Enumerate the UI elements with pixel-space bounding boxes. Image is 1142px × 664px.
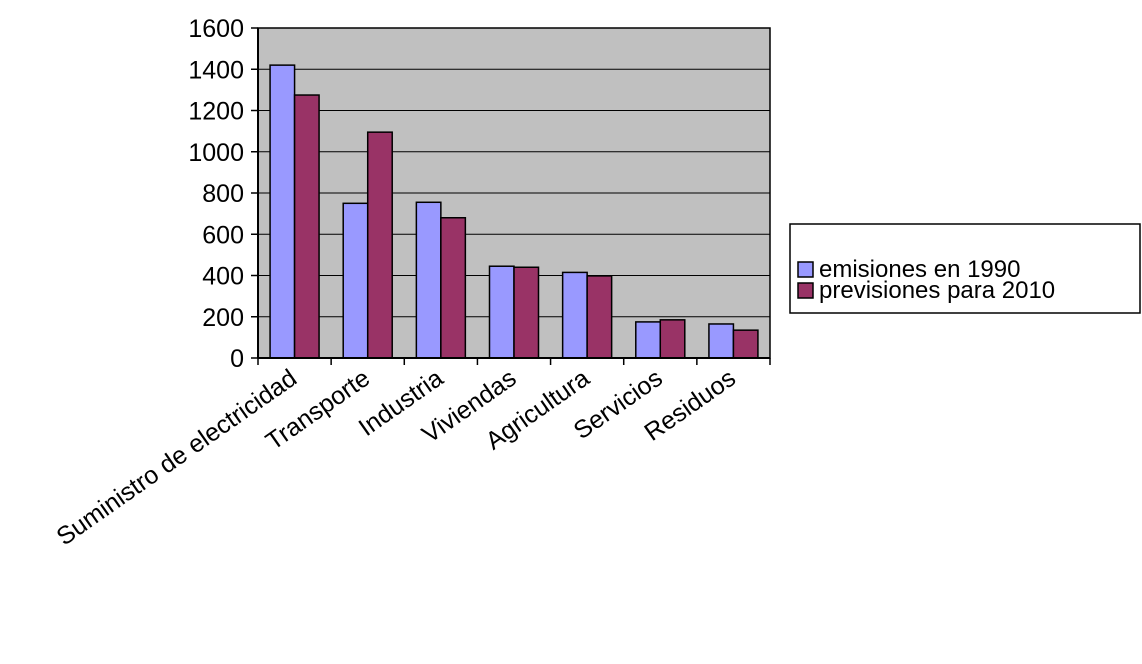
y-tick-label: 1000: [188, 139, 244, 167]
y-tick-label: 800: [202, 180, 244, 208]
y-tick-label: 200: [202, 304, 244, 332]
y-tick-label: 600: [202, 221, 244, 249]
bar-1-0: [293, 94, 320, 359]
y-tick-label: 1200: [188, 98, 244, 126]
bar-0-5: [635, 321, 662, 359]
bar-1-1: [366, 131, 393, 359]
bar-1-6: [732, 329, 759, 359]
bar-0-6: [708, 323, 735, 359]
y-tick-label: 1400: [188, 56, 244, 84]
legend: emisiones en 1990 previsiones para 2010: [789, 223, 1141, 314]
bar-0-4: [561, 271, 588, 359]
bar-0-0: [269, 64, 296, 359]
bar-1-2: [440, 217, 467, 359]
bar-1-5: [659, 319, 686, 359]
legend-box: [789, 223, 1141, 314]
x-category-label: Suministro de electricidad: [51, 364, 302, 551]
bar-0-1: [342, 202, 369, 359]
legend-swatch-1: [797, 282, 814, 299]
legend-label-1: previsiones para 2010: [819, 277, 1055, 304]
bar-1-4: [586, 275, 613, 359]
y-axis-ticks: 0 200 400 600 800 1000 1200 1400 1600: [188, 15, 258, 373]
y-tick-label: 400: [202, 263, 244, 291]
x-axis-ticks: Suministro de electricidadTransporteIndu…: [51, 358, 771, 551]
bar-1-3: [513, 266, 540, 359]
y-tick-label: 1600: [188, 15, 244, 43]
bar-0-3: [488, 265, 515, 359]
legend-swatch-0: [797, 261, 814, 278]
legend-label-0: emisiones en 1990: [819, 256, 1020, 283]
bar-0-2: [415, 201, 442, 359]
y-tick-label: 0: [230, 345, 244, 373]
